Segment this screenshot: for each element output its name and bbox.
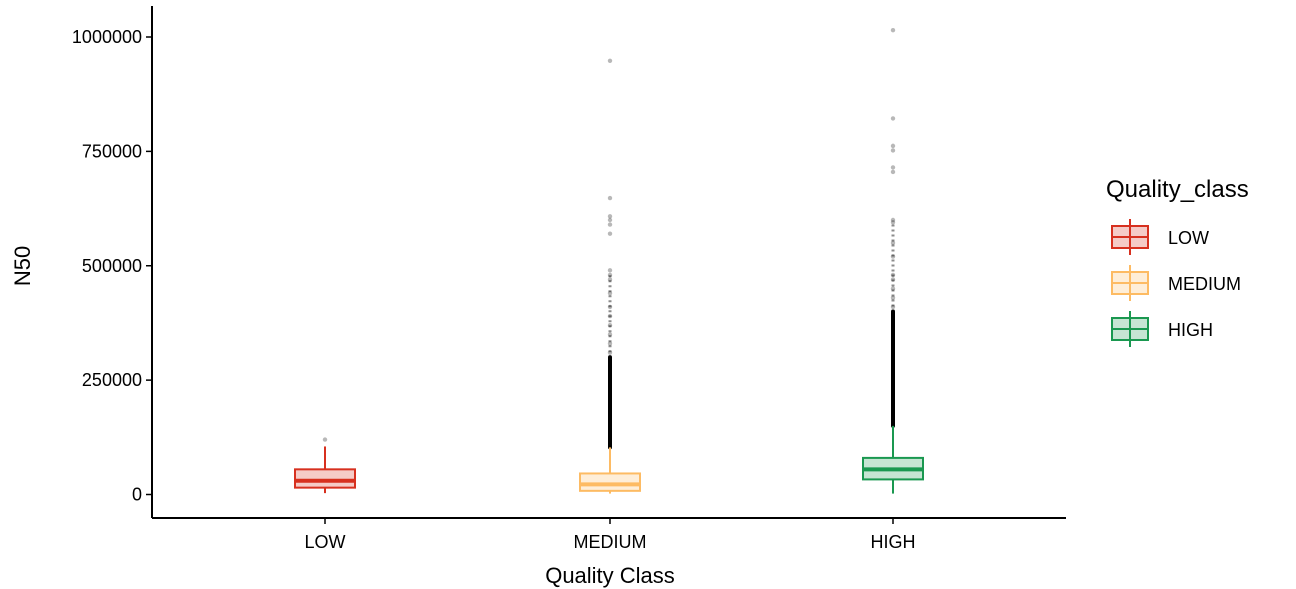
outlier-point — [890, 295, 896, 300]
outlier-point — [890, 27, 896, 33]
outlier-point — [322, 437, 328, 442]
y-tick-label: 250000 — [82, 370, 142, 390]
outlier-point — [890, 143, 896, 149]
y-tick-label: 0 — [132, 485, 142, 505]
box — [579, 472, 641, 492]
outlier-point — [607, 350, 613, 355]
legend-item-low: LOW — [1111, 219, 1209, 255]
outlier-point — [607, 291, 613, 296]
outlier-point — [607, 304, 613, 310]
x-tick-label: HIGH — [871, 532, 916, 552]
outlier-point — [890, 277, 896, 282]
x-axis-title: Quality Class — [545, 563, 675, 588]
outlier-point — [890, 304, 896, 310]
y-axis-title: N50 — [10, 246, 35, 286]
x-tick-label: MEDIUM — [574, 532, 647, 552]
legend-item-high: HIGH — [1111, 311, 1213, 347]
outlier-point — [607, 313, 613, 319]
legend-title: Quality_class — [1106, 176, 1249, 203]
box-group-high — [862, 27, 924, 494]
outlier-point — [890, 116, 896, 121]
x-tick-label: LOW — [304, 532, 345, 552]
legend-item-medium: MEDIUM — [1111, 265, 1241, 301]
outlier-point — [607, 222, 613, 227]
outlier-point — [607, 231, 613, 236]
outlier-point — [607, 323, 613, 328]
outlier-point — [890, 148, 896, 153]
outlier-point — [890, 272, 896, 278]
legend-label: LOW — [1168, 228, 1209, 248]
outlier-point — [890, 169, 896, 175]
legend: Quality_class LOW MEDIUM HIGH — [1106, 176, 1249, 347]
outlier-point — [607, 217, 613, 223]
legend-label: HIGH — [1168, 320, 1213, 340]
outlier-point — [607, 58, 613, 63]
outlier-point — [607, 332, 613, 337]
outlier-point — [607, 277, 613, 282]
outlier-point — [607, 195, 613, 201]
outlier-point — [890, 165, 896, 170]
outlier-point — [607, 214, 613, 219]
outlier-point — [890, 220, 896, 225]
outlier-point — [890, 286, 896, 291]
box-group-low — [294, 437, 356, 494]
outlier-point — [607, 341, 613, 346]
y-tick-label: 500000 — [82, 256, 142, 276]
plot-area — [294, 27, 924, 494]
outlier-point — [890, 240, 896, 246]
y-tick-label: 750000 — [82, 141, 142, 161]
y-tick-label: 1000000 — [72, 27, 142, 47]
box — [294, 468, 356, 489]
legend-label: MEDIUM — [1168, 274, 1241, 294]
box-group-medium — [579, 58, 641, 494]
outlier-point — [607, 272, 613, 278]
outlier-point — [890, 217, 896, 223]
axes: 0 250000 500000 750000 1000000 LOW MEDIUM HIGH — [72, 6, 1066, 552]
outlier-point — [607, 268, 613, 273]
outlier-point — [890, 254, 896, 259]
